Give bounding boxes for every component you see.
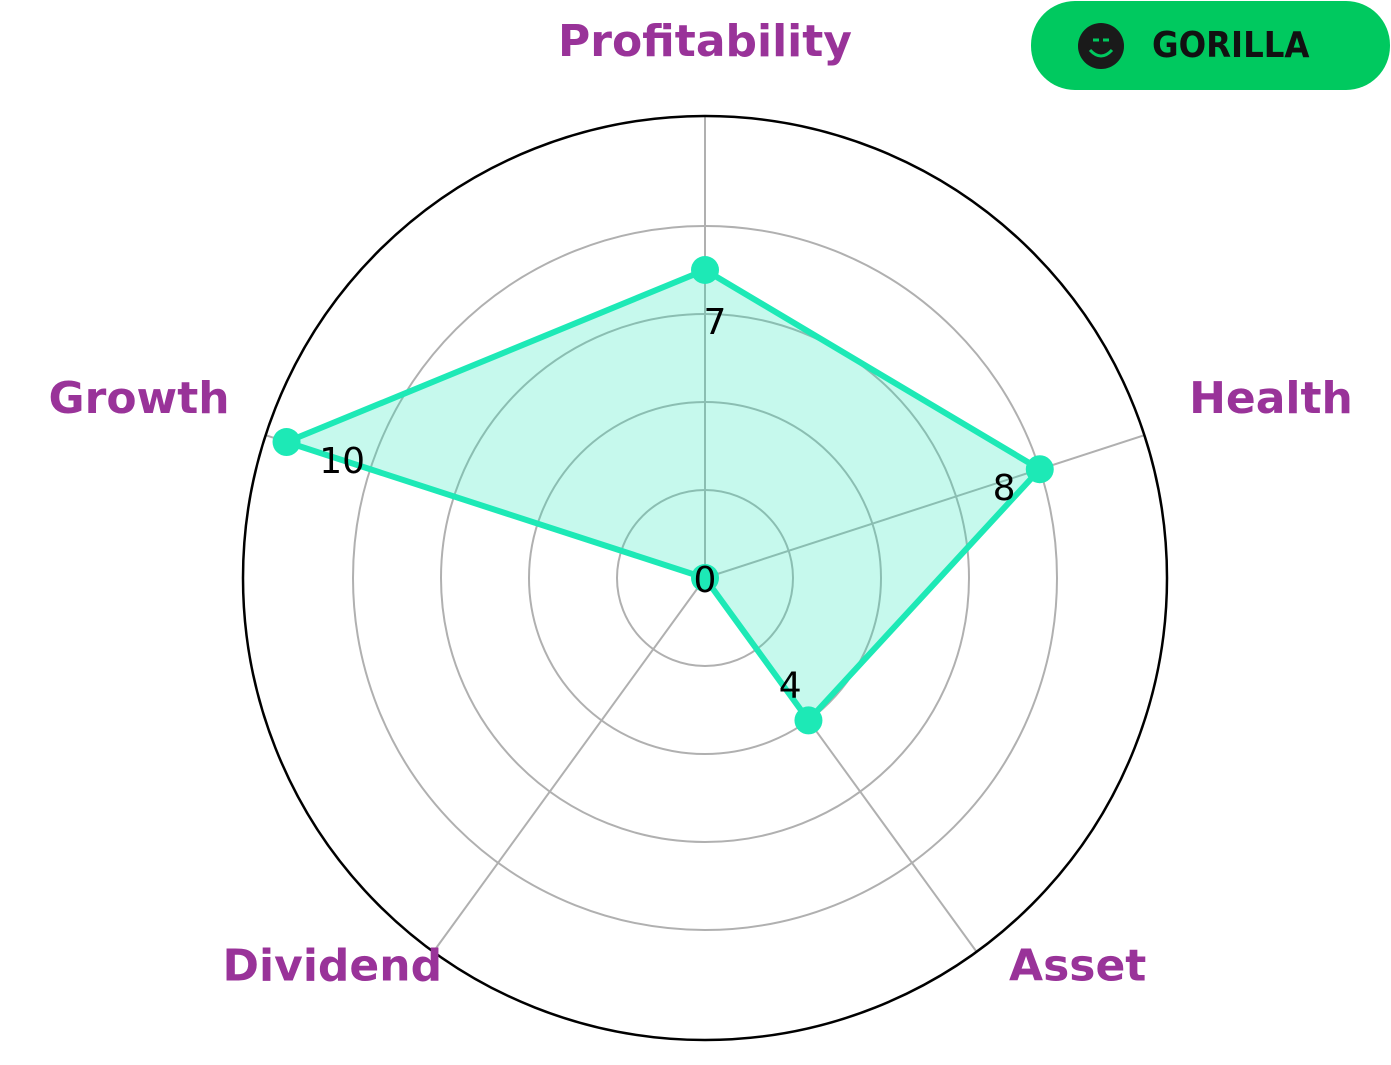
logo-text: GORILLA	[1152, 25, 1309, 66]
radar-point	[691, 256, 719, 284]
radar-point	[272, 428, 301, 457]
radar-point	[691, 564, 719, 592]
radar-point	[794, 706, 823, 735]
value-label: 0	[694, 560, 717, 601]
radar-area	[286, 270, 1040, 721]
logo-icon	[1078, 23, 1124, 69]
value-label: 4	[779, 666, 802, 707]
outer-ring	[241, 114, 1169, 1042]
category-label: Profitability	[558, 16, 852, 67]
spoke	[704, 434, 1145, 579]
logo-icon-face	[1088, 38, 1114, 58]
category-label: Health	[1189, 373, 1353, 424]
value-label: 7	[704, 302, 727, 343]
logo-background	[1031, 1, 1390, 90]
spoke	[432, 577, 706, 953]
logo-badge: GORILLA	[1031, 1, 1390, 90]
value-label: 8	[993, 468, 1016, 509]
radar-line	[283, 267, 1043, 724]
radar-point	[1025, 455, 1054, 484]
category-label: Dividend	[223, 940, 443, 991]
value-label: 10	[319, 441, 365, 482]
category-label: Asset	[1009, 940, 1146, 991]
category-label: Growth	[49, 373, 230, 424]
